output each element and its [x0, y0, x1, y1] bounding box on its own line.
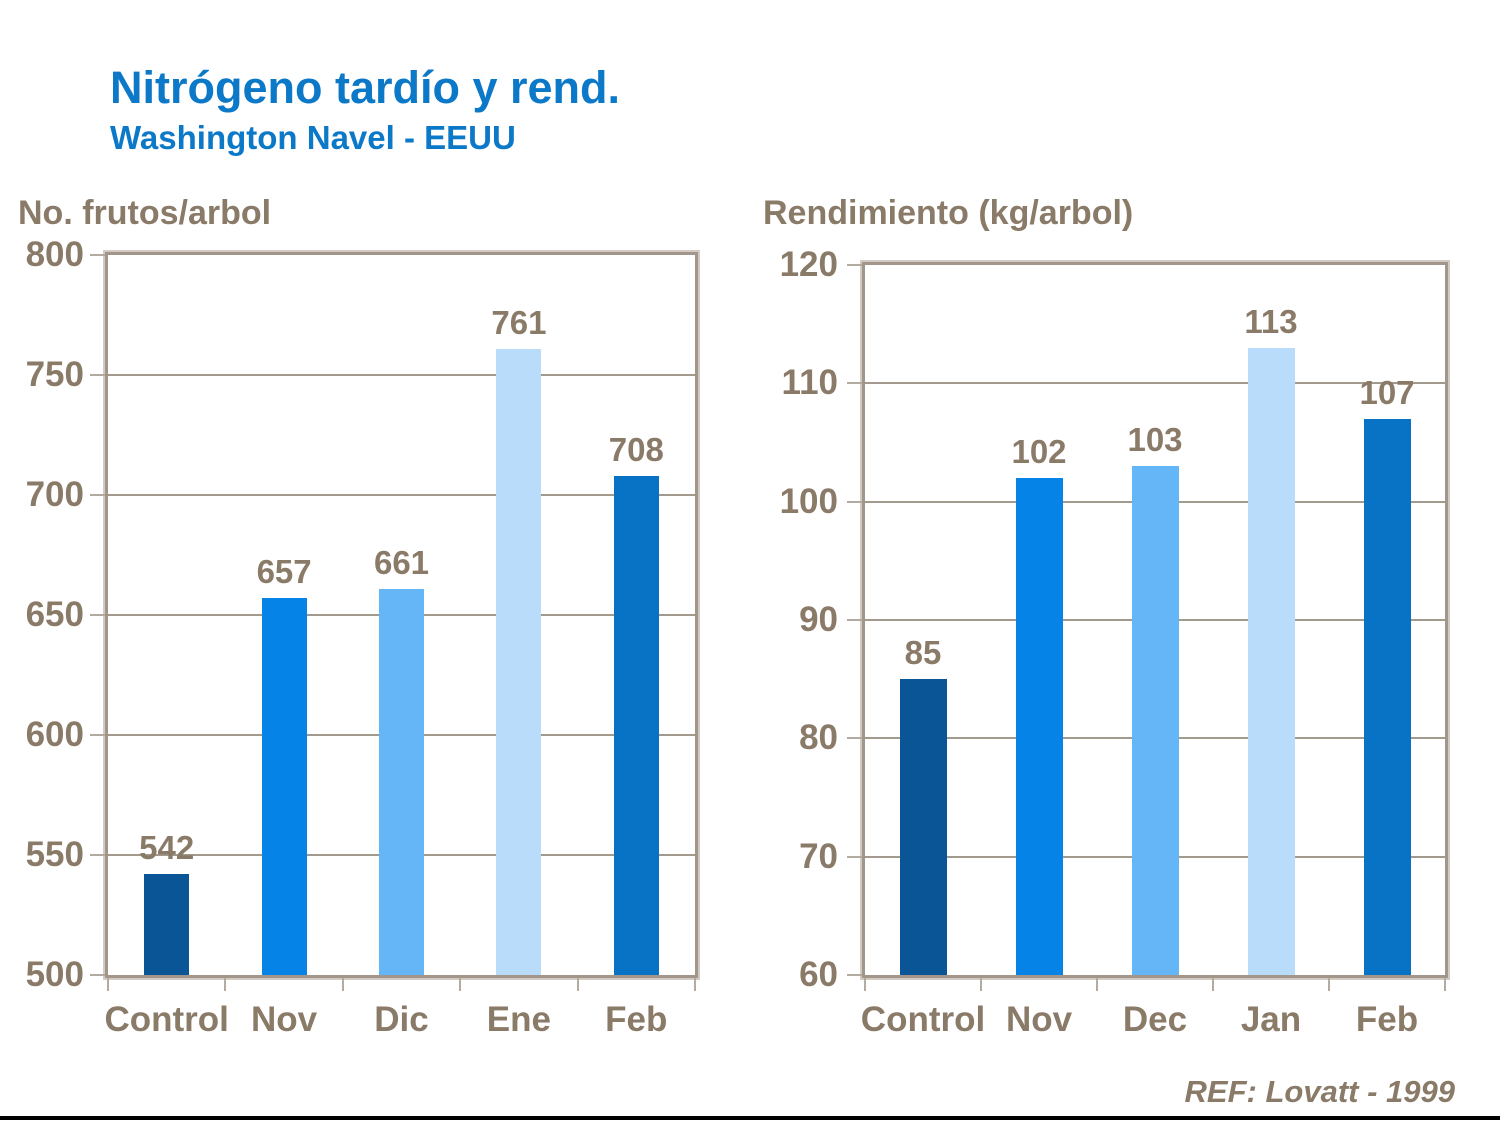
- bar-value-label: 708: [608, 430, 664, 468]
- bar-value-label: 761: [491, 303, 547, 341]
- y-axis-label: 700: [25, 475, 84, 514]
- gridline: [865, 382, 1445, 385]
- page-title: Nitrógeno tardío y rend.: [110, 62, 621, 113]
- x-tick: [576, 978, 579, 991]
- y-tick: [847, 264, 862, 266]
- bar-value-label: 85: [904, 634, 942, 672]
- x-axis-label-nov: Nov: [1005, 1000, 1073, 1039]
- gridline: [108, 374, 695, 376]
- bottom-rule: [0, 1116, 1500, 1120]
- x-axis-label-dic: Dic: [374, 1000, 429, 1039]
- y-axis-label: 120: [779, 245, 838, 284]
- x-tick: [694, 978, 696, 991]
- right-chart-title: Rendimiento (kg/arbol): [763, 194, 1134, 232]
- bar-feb: [1363, 418, 1411, 975]
- bar-value-label: 661: [373, 543, 430, 581]
- x-axis-label-control: Control: [104, 1000, 229, 1039]
- gridline: [108, 494, 695, 496]
- x-axis-label-feb: Feb: [605, 1000, 668, 1039]
- y-axis-label: 550: [25, 835, 84, 874]
- x-tick: [864, 978, 866, 991]
- y-tick: [90, 854, 105, 856]
- y-axis-label: 110: [781, 363, 838, 403]
- x-tick: [980, 978, 982, 991]
- y-tick: [90, 254, 105, 256]
- x-axis-label-nov: Nov: [251, 1000, 318, 1039]
- x-axis-label-ene: Ene: [486, 1000, 551, 1039]
- bar-ene: [496, 348, 542, 975]
- x-tick: [224, 978, 227, 991]
- y-axis-label: 800: [25, 235, 84, 274]
- x-tick: [1212, 978, 1214, 991]
- x-axis-label-jan: Jan: [1240, 1000, 1302, 1039]
- reference-note: REF: Lovatt - 1999: [1184, 1074, 1455, 1109]
- x-axis-label-feb: Feb: [1355, 1000, 1419, 1039]
- y-axis-label: 80: [799, 718, 838, 758]
- bar-control: [144, 874, 190, 975]
- bar-value-label: 542: [139, 829, 195, 867]
- y-axis-label: 750: [25, 355, 84, 394]
- x-tick: [107, 978, 109, 991]
- bar-value-label: 103: [1127, 421, 1183, 459]
- x-axis-label-dec: Dec: [1122, 1000, 1188, 1039]
- x-tick: [459, 978, 462, 991]
- bar-nov: [261, 598, 307, 975]
- plot-area: 542 657 661 761 708: [103, 250, 700, 980]
- plot-area: 85 102 103 113 107: [860, 260, 1450, 980]
- bar-value-label: 102: [1011, 433, 1067, 470]
- y-tick: [847, 974, 862, 976]
- y-tick: [90, 494, 105, 496]
- y-tick: [847, 855, 862, 858]
- x-tick: [341, 978, 344, 991]
- page-subtitle: Washington Navel - EEUU: [110, 119, 516, 156]
- bar-feb: [613, 475, 659, 975]
- bar-jan: [1247, 347, 1295, 975]
- y-tick: [847, 737, 862, 740]
- y-axis-label: 600: [25, 715, 84, 754]
- bar-dic: [379, 588, 424, 975]
- y-tick: [847, 619, 862, 621]
- left-chart-title: No. frutos/arbol: [18, 194, 272, 232]
- y-tick: [90, 974, 105, 976]
- y-tick: [90, 614, 105, 616]
- bar-nov: [1015, 478, 1063, 975]
- bar-dec: [1131, 466, 1179, 975]
- y-axis-label: 60: [799, 955, 838, 994]
- x-tick: [1328, 978, 1330, 991]
- y-tick: [847, 382, 862, 385]
- y-axis-label: 90: [799, 600, 838, 639]
- bar-control: [899, 679, 947, 975]
- bar-value-label: 657: [256, 553, 312, 591]
- y-tick: [847, 500, 862, 503]
- y-tick: [90, 374, 105, 376]
- y-axis-label: 100: [779, 481, 838, 521]
- bar-value-label: 107: [1359, 373, 1415, 411]
- y-tick: [90, 734, 105, 736]
- x-axis-label-control: Control: [860, 1000, 986, 1039]
- y-axis-label: 650: [25, 595, 84, 634]
- y-axis-label: 70: [799, 836, 838, 876]
- x-tick: [1444, 978, 1446, 991]
- x-tick: [1096, 978, 1098, 991]
- bar-value-label: 113: [1244, 302, 1298, 340]
- y-axis-label: 500: [25, 955, 84, 994]
